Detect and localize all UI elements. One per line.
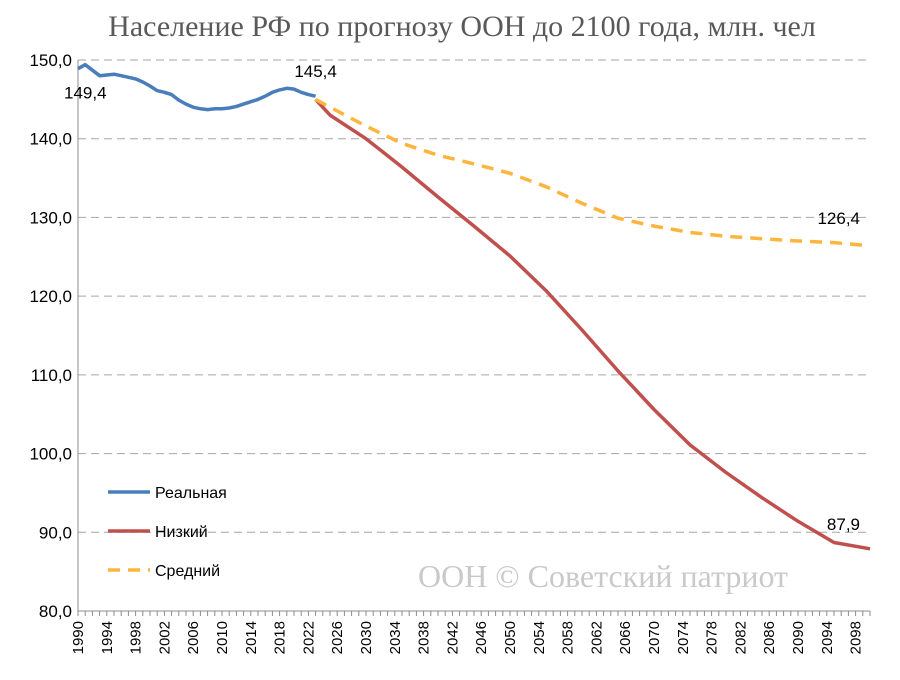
x-tick-label: 2098 [848, 621, 865, 654]
x-tick-label: 2066 [617, 621, 634, 654]
series-line-0 [77, 62, 316, 112]
axes [77, 60, 871, 616]
x-tick-label: 2002 [156, 621, 173, 654]
y-tick-label: 150,0 [29, 51, 72, 70]
y-tick-label: 130,0 [29, 208, 72, 227]
x-tick-labels: 1990 1994 1998 2002 2006 2010 2014 2018 2022 2026… [70, 621, 865, 654]
x-tick-label: 2026 [329, 621, 346, 654]
x-tick-label: 2018 [272, 621, 289, 654]
x-tick-label: 2022 [300, 621, 317, 654]
y-tick-label: 110,0 [31, 366, 72, 385]
x-tick-label: 2010 [214, 621, 231, 654]
series-line-1 [314, 98, 871, 551]
x-tick-label: 2030 [358, 621, 375, 654]
x-tick-label: 2070 [646, 621, 663, 654]
x-tick-label: 2050 [502, 621, 519, 654]
watermark: ООН © Советский патриот [418, 558, 788, 594]
plot-area [78, 60, 870, 611]
x-tick-label: 2090 [790, 621, 807, 654]
x-tick-label: 2038 [416, 621, 433, 654]
x-tick-label: 2074 [675, 621, 692, 654]
y-tick-label: 80,0 [39, 602, 72, 621]
grid [78, 59, 870, 611]
x-tick-label: 1994 [99, 621, 116, 654]
x-tick-label: 2062 [588, 621, 605, 654]
x-tick-label: 2082 [732, 621, 749, 654]
x-tick-label: 2014 [243, 621, 260, 654]
y-tick-label: 140,0 [29, 130, 72, 149]
x-tick-label: 2046 [473, 621, 490, 654]
x-tick-label: 1998 [128, 621, 145, 654]
data-label: 87,9 [827, 515, 860, 534]
data-label: 149,4 [64, 84, 107, 103]
data-label: 126,4 [817, 209, 860, 228]
legend-label: Низкий [155, 524, 208, 541]
x-tick-label: 2086 [761, 621, 778, 654]
x-tick-label: 2006 [185, 621, 202, 654]
y-tick-label: 120,0 [29, 287, 72, 306]
data-labels: 149,4 145,4 126,4 87,9 [64, 62, 860, 534]
series-lines [77, 62, 871, 551]
legend: Реальная Низкий Средний [108, 485, 227, 580]
x-tick-label: 2078 [704, 621, 721, 654]
y-tick-label: 100,0 [29, 445, 72, 464]
legend-label: Средний [155, 563, 220, 580]
x-tick-label: 2034 [387, 621, 404, 654]
data-label: 145,4 [294, 62, 337, 81]
x-tick-label: 2058 [560, 621, 577, 654]
series-line-2 [314, 97, 871, 248]
y-tick-labels: 80,0 90,0 100,0 110,0 120,0 130,0 140,0 150,0 [29, 51, 72, 621]
chart-title: Население РФ по прогнозу ООН до 2100 год… [108, 10, 816, 43]
x-tick-label: 2054 [531, 621, 548, 654]
x-tick-label: 2042 [444, 621, 461, 654]
legend-label: Реальная [155, 485, 227, 502]
y-tick-label: 90,0 [39, 523, 72, 542]
x-tick-label: 2094 [819, 621, 836, 654]
x-tick-label: 1990 [70, 621, 87, 654]
